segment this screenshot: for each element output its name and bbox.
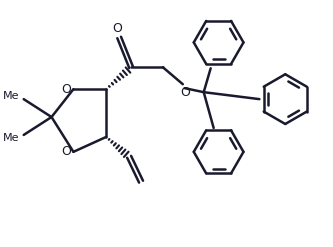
Text: O: O xyxy=(62,145,71,158)
Text: O: O xyxy=(62,83,71,96)
Text: O: O xyxy=(112,22,122,35)
Text: Me: Me xyxy=(3,91,20,101)
Text: O: O xyxy=(180,86,190,99)
Text: Me: Me xyxy=(3,133,20,143)
